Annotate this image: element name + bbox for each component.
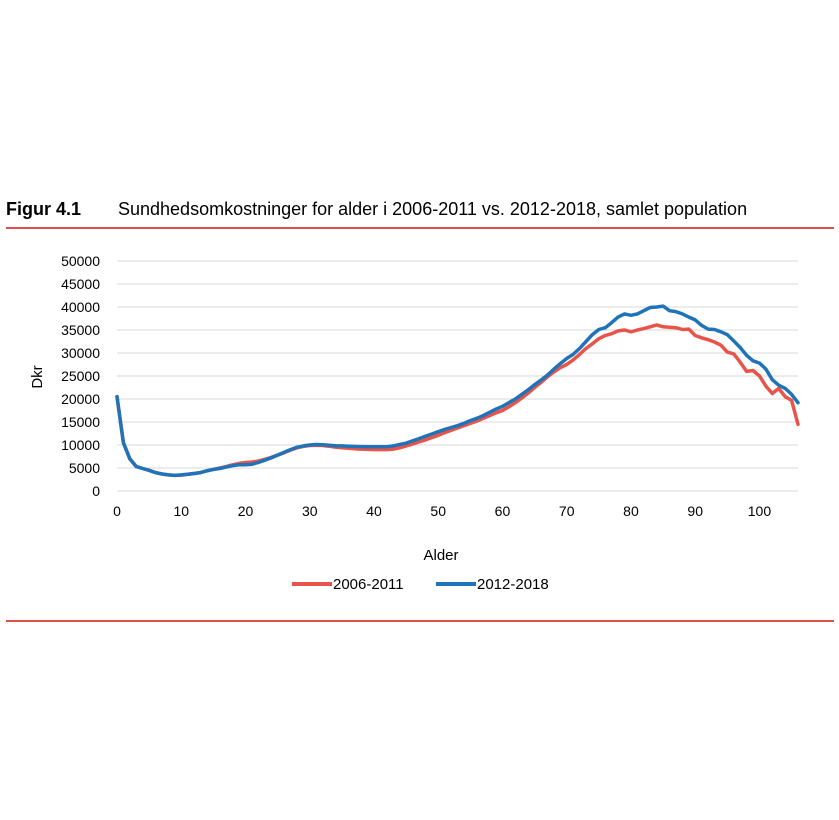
y-axis-ticks: 0 5000 10000 15000 20000 25000 30000 35000 40000… xyxy=(61,253,100,499)
x-tick-label: 20 xyxy=(238,503,254,519)
y-tick-label: 5000 xyxy=(69,460,100,476)
bottom-rule xyxy=(6,620,834,622)
figure-header: Figur 4.1 Sundhedsomkostninger for alder… xyxy=(6,196,833,226)
y-tick-label: 20000 xyxy=(61,391,100,407)
y-tick-label: 45000 xyxy=(61,276,100,292)
y-tick-label: 40000 xyxy=(61,299,100,315)
y-axis-label: Dkr xyxy=(29,365,46,388)
y-tick-label: 35000 xyxy=(61,322,100,338)
x-axis-label: Alder xyxy=(423,547,458,564)
y-tick-label: 50000 xyxy=(61,253,100,269)
legend-label: 2006-2011 xyxy=(333,576,404,593)
legend-label: 2012-2018 xyxy=(477,576,549,593)
y-tick-label: 15000 xyxy=(61,414,100,430)
x-tick-label: 90 xyxy=(687,503,703,519)
x-tick-label: 80 xyxy=(623,503,639,519)
x-tick-label: 0 xyxy=(113,503,121,519)
gridlines xyxy=(117,260,798,469)
figure-title: Sundhedsomkostninger for alder i 2006-20… xyxy=(118,199,748,219)
x-tick-label: 100 xyxy=(748,503,772,519)
x-tick-label: 70 xyxy=(559,503,575,519)
x-tick-label: 10 xyxy=(173,503,189,519)
y-tick-label: 25000 xyxy=(61,368,100,384)
line-chart: 0 5000 10000 15000 20000 25000 30000 35000 40000… xyxy=(29,253,800,593)
legend: 2006-2011 2012-2018 xyxy=(292,576,549,593)
series-line-2012-2018 xyxy=(115,304,800,478)
series-lines xyxy=(115,304,800,478)
x-tick-label: 60 xyxy=(495,503,511,519)
x-tick-label: 50 xyxy=(430,503,446,519)
y-tick-label: 0 xyxy=(92,483,100,499)
top-rule xyxy=(6,227,834,229)
x-axis-ticks: 0 10 20 30 40 50 60 70 80 90 100 xyxy=(113,503,771,519)
x-tick-label: 40 xyxy=(366,503,382,519)
y-tick-label: 30000 xyxy=(61,345,100,361)
y-tick-label: 10000 xyxy=(61,437,100,453)
x-tick-label: 30 xyxy=(302,503,318,519)
figure-label: Figur 4.1 xyxy=(6,199,82,219)
series-line-2006-2011 xyxy=(115,323,800,478)
